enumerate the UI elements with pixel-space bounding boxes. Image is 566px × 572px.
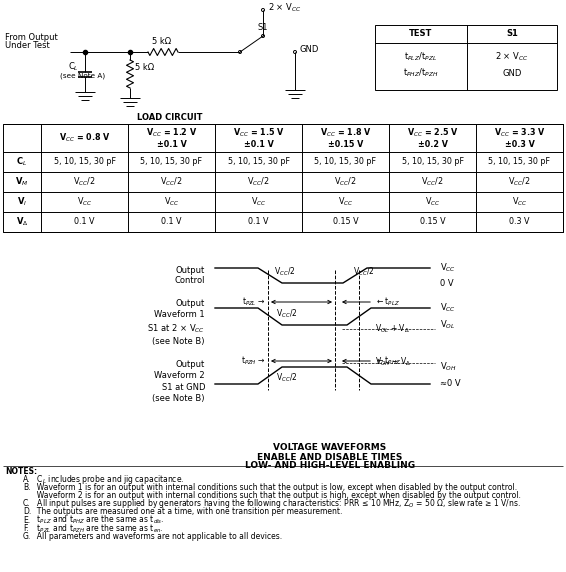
Text: t$_{PZH}$ →: t$_{PZH}$ → — [241, 355, 266, 367]
Text: B.: B. — [23, 483, 31, 492]
Text: All input pulses are supplied by generators having the following characteristics: All input pulses are supplied by generat… — [32, 497, 521, 510]
Text: C$_L$: C$_L$ — [16, 156, 28, 168]
Text: t$_{PLZ}$ and t$_{PHZ}$ are the same as t$_{dis}$.: t$_{PLZ}$ and t$_{PHZ}$ are the same as … — [32, 514, 165, 526]
Text: All parameters and waveforms are not applicable to all devices.: All parameters and waveforms are not app… — [32, 532, 282, 541]
Text: TEST: TEST — [409, 30, 432, 38]
Text: S1: S1 — [258, 23, 268, 33]
Text: ← t$_{PHZ}$: ← t$_{PHZ}$ — [376, 355, 401, 367]
Text: V$_{CC}$: V$_{CC}$ — [440, 302, 456, 314]
Text: 2 × V$_{CC}$: 2 × V$_{CC}$ — [268, 2, 302, 14]
Text: V$_{CC}$/2: V$_{CC}$/2 — [276, 372, 297, 384]
Text: V$_I$: V$_I$ — [17, 196, 27, 208]
Text: V$_{CC}$/2: V$_{CC}$/2 — [247, 176, 269, 188]
Bar — [375, 25, 557, 90]
Text: (see Note A): (see Note A) — [60, 73, 105, 80]
Text: V$_{CC}$/2: V$_{CC}$/2 — [508, 176, 531, 188]
Text: LOW- AND HIGH-LEVEL ENABLING: LOW- AND HIGH-LEVEL ENABLING — [245, 462, 415, 471]
Text: 0.1 V: 0.1 V — [74, 217, 95, 227]
Text: V$_{CC}$/2: V$_{CC}$/2 — [160, 176, 183, 188]
Bar — [3, 124, 563, 232]
Text: 0.1 V: 0.1 V — [161, 217, 182, 227]
Text: V$_{OL}$ + V$_\Delta$: V$_{OL}$ + V$_\Delta$ — [375, 323, 410, 335]
Text: V$_{CC}$: V$_{CC}$ — [425, 196, 440, 208]
Text: GND: GND — [300, 46, 319, 54]
Text: 0.3 V: 0.3 V — [509, 217, 530, 227]
Text: t$_{PHZ}$/t$_{PZH}$: t$_{PHZ}$/t$_{PZH}$ — [403, 67, 439, 80]
Text: V$_{CC}$ = 1.2 V
±0.1 V: V$_{CC}$ = 1.2 V ±0.1 V — [146, 126, 197, 149]
Text: NOTES:: NOTES: — [5, 467, 37, 475]
Text: 5, 10, 15, 30 pF: 5, 10, 15, 30 pF — [140, 157, 203, 166]
Text: V$_{CC}$: V$_{CC}$ — [77, 196, 92, 208]
Text: Under Test: Under Test — [5, 42, 50, 50]
Text: Output
Waveform 2
S1 at GND
(see Note B): Output Waveform 2 S1 at GND (see Note B) — [152, 360, 205, 403]
Text: Waveform 2 is for an output with internal conditions such that the output is hig: Waveform 2 is for an output with interna… — [32, 491, 521, 500]
Text: V$_{CC}$/2: V$_{CC}$/2 — [274, 266, 295, 278]
Text: The outputs are measured one at a time, with one transition per measurement.: The outputs are measured one at a time, … — [32, 507, 342, 517]
Text: ≈0 V: ≈0 V — [440, 379, 461, 388]
Text: V$_{CC}$: V$_{CC}$ — [164, 196, 179, 208]
Text: Waveform 1 is for an output with internal conditions such that the output is low: Waveform 1 is for an output with interna… — [32, 483, 517, 492]
Text: 5, 10, 15, 30 pF: 5, 10, 15, 30 pF — [401, 157, 464, 166]
Text: ← t$_{PLZ}$: ← t$_{PLZ}$ — [376, 296, 400, 308]
Text: V$_{CC}$ = 1.5 V
±0.1 V: V$_{CC}$ = 1.5 V ±0.1 V — [233, 126, 284, 149]
Text: t$_{PZL}$ →: t$_{PZL}$ → — [242, 296, 266, 308]
Text: From Output: From Output — [5, 33, 58, 42]
Text: V$_{CC}$: V$_{CC}$ — [338, 196, 353, 208]
Text: E.: E. — [23, 516, 30, 525]
Text: V$_{OH}$ − V$_\Delta$: V$_{OH}$ − V$_\Delta$ — [375, 356, 411, 368]
Text: 0.1 V: 0.1 V — [248, 217, 269, 227]
Text: V$_{CC}$/2: V$_{CC}$/2 — [276, 308, 297, 320]
Text: GND: GND — [502, 69, 522, 77]
Text: 2 × V$_{CC}$: 2 × V$_{CC}$ — [495, 51, 529, 63]
Text: C.: C. — [23, 499, 31, 509]
Text: 5 kΩ: 5 kΩ — [135, 63, 154, 73]
Text: 0 V: 0 V — [440, 279, 453, 288]
Text: 5 kΩ: 5 kΩ — [152, 38, 171, 46]
Text: V$_{CC}$ = 1.8 V
±0.15 V: V$_{CC}$ = 1.8 V ±0.15 V — [320, 126, 371, 149]
Text: ENABLE AND DISABLE TIMES: ENABLE AND DISABLE TIMES — [258, 452, 402, 462]
Text: V$_{CC}$/2: V$_{CC}$/2 — [421, 176, 444, 188]
Text: V$_{OL}$: V$_{OL}$ — [440, 319, 456, 331]
Text: C$_L$ includes probe and jig capacitance.: C$_L$ includes probe and jig capacitance… — [32, 472, 185, 486]
Text: LOAD CIRCUIT: LOAD CIRCUIT — [137, 113, 203, 121]
Text: A.: A. — [23, 475, 31, 484]
Text: V$_{CC}$/2: V$_{CC}$/2 — [335, 176, 357, 188]
Text: 5, 10, 15, 30 pF: 5, 10, 15, 30 pF — [228, 157, 289, 166]
Text: D.: D. — [23, 507, 31, 517]
Text: t$_{PZL}$ and t$_{PZH}$ are the same as t$_{en}$.: t$_{PZL}$ and t$_{PZH}$ are the same as … — [32, 522, 164, 535]
Text: V$_M$: V$_M$ — [15, 176, 29, 188]
Text: 0.15 V: 0.15 V — [419, 217, 445, 227]
Text: S1: S1 — [506, 30, 518, 38]
Text: V$_{CC}$ = 0.8 V: V$_{CC}$ = 0.8 V — [59, 132, 110, 144]
Text: 5, 10, 15, 30 pF: 5, 10, 15, 30 pF — [54, 157, 115, 166]
Text: t$_{PLZ}$/t$_{PZL}$: t$_{PLZ}$/t$_{PZL}$ — [405, 51, 438, 63]
Text: Output
Waveform 1
S1 at 2 × V$_{CC}$
(see Note B): Output Waveform 1 S1 at 2 × V$_{CC}$ (se… — [147, 299, 205, 345]
Text: V$_{CC}$/2: V$_{CC}$/2 — [74, 176, 96, 188]
Text: V$_{CC}$/2: V$_{CC}$/2 — [353, 266, 374, 278]
Text: VOLTAGE WAVEFORMS: VOLTAGE WAVEFORMS — [273, 443, 387, 452]
Text: Output
Control: Output Control — [174, 266, 205, 285]
Text: V$_{CC}$ = 2.5 V
±0.2 V: V$_{CC}$ = 2.5 V ±0.2 V — [406, 126, 458, 149]
Text: 0.15 V: 0.15 V — [333, 217, 358, 227]
Text: 5, 10, 15, 30 pF: 5, 10, 15, 30 pF — [315, 157, 376, 166]
Text: V$_\Delta$: V$_\Delta$ — [16, 216, 28, 228]
Text: 5, 10, 15, 30 pF: 5, 10, 15, 30 pF — [488, 157, 551, 166]
Text: F.: F. — [23, 524, 28, 533]
Text: G.: G. — [23, 532, 31, 541]
Text: V$_{CC}$: V$_{CC}$ — [512, 196, 527, 208]
Text: C$_L$: C$_L$ — [68, 61, 79, 73]
Text: V$_{CC}$: V$_{CC}$ — [251, 196, 266, 208]
Text: V$_{CC}$: V$_{CC}$ — [440, 262, 456, 274]
Text: V$_{CC}$ = 3.3 V
±0.3 V: V$_{CC}$ = 3.3 V ±0.3 V — [494, 126, 546, 149]
Text: V$_{OH}$: V$_{OH}$ — [440, 361, 457, 374]
